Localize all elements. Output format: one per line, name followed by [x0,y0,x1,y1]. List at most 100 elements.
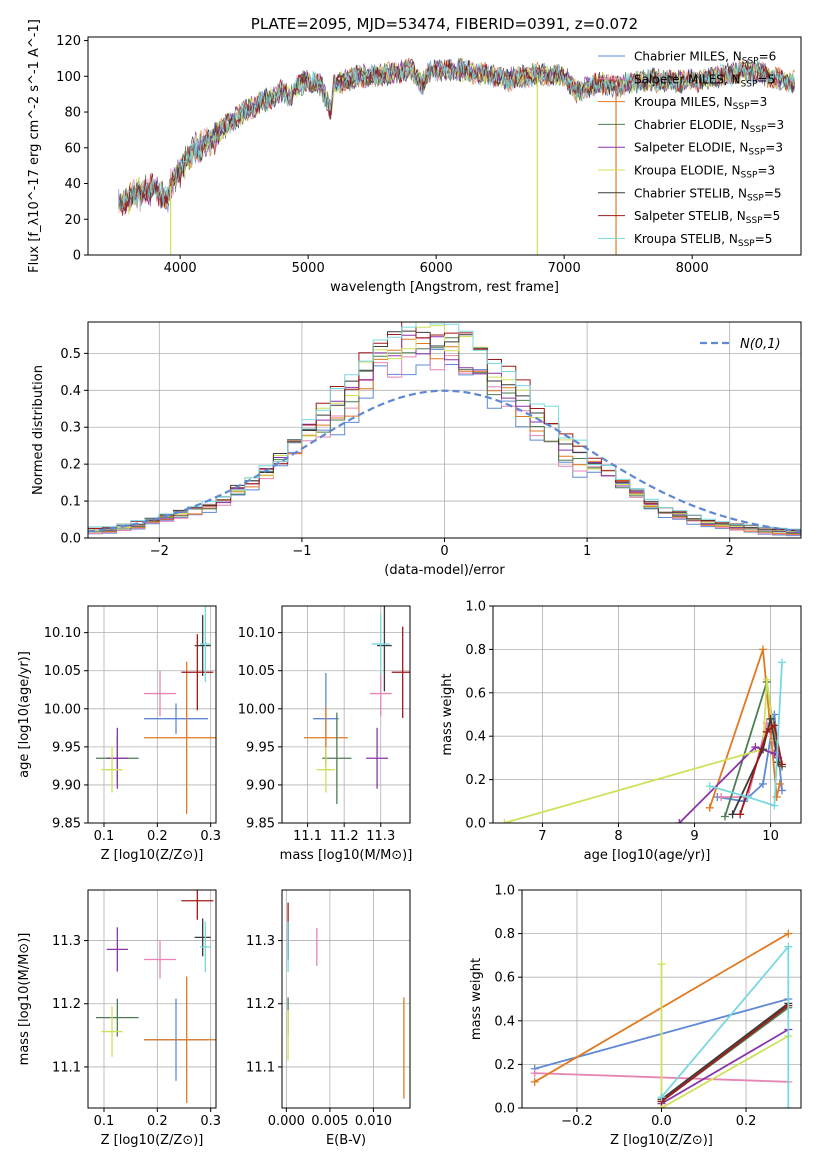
weight-marker [777,658,786,667]
x-tick-label: 0.000 [268,1114,305,1129]
plot-area-residuals [88,322,801,537]
legend-entry: N(0,1) [740,337,781,352]
y-tick-label: 0.0 [60,532,81,547]
y-tick-label: 11.2 [246,997,275,1012]
y-axis-label: Normed distribution [31,365,46,495]
y-tick-label: 9.85 [52,817,81,832]
y-tick-label: 0.8 [465,643,486,658]
weight-marker [784,929,793,938]
weight-marker [705,803,714,812]
y-axis-label: Flux [f_λ10^-17 erg cm^-2 s^-1 A^-1] [27,19,42,273]
weight-marker [777,760,786,769]
x-tick-label: −2 [150,544,169,559]
x-axis-label: age [log10(age/yr)] [584,848,711,863]
y-tick-label: 0.6 [465,686,486,701]
x-axis-label: Z [log10(Z/Z⊙)] [101,1133,204,1148]
weight-marker [530,1069,539,1078]
weight-line [661,1028,789,1105]
weight-marker [657,1093,666,1102]
histogram-step [88,322,801,530]
weight-line [709,662,783,807]
x-tick-label: 7 [538,829,546,844]
y-tick-label: 11.3 [52,934,81,949]
y-tick-label: 0.2 [465,773,486,788]
x-tick-label: 9 [690,829,698,844]
errorbar-point [96,998,139,1037]
legend-entry: Chabrier STELIB, NSSP=5 [634,186,782,203]
panel-age-vs-Z: 0.1 0.2 0.3 9.85 9.90 9.95 10.00 10.05 10.10 Z [l… [17,605,221,863]
weight-marker [743,792,752,801]
y-tick-label: 10.10 [44,626,81,641]
legend-entry: Chabrier ELODIE, NSSP=3 [634,118,784,135]
weight-marker [784,942,793,951]
y-tick-label: 0.1 [60,495,81,510]
errorbar-point [181,634,214,711]
weight-marker [720,812,729,821]
errorbar-point [200,921,211,973]
x-tick-label: 5000 [292,261,325,276]
y-tick-label: 10.05 [238,664,275,679]
panel-age-vs-mass: 11.1 11.2 11.3 9.85 9.90 9.95 10.00 10.05 10.10 m… [238,605,413,863]
weight-line [660,964,789,1108]
legend-entry: Kroupa MILES, NSSP=3 [634,95,767,112]
errorbar-point [101,746,123,793]
legend-entry: Kroupa ELODIE, NSSP=3 [634,164,775,181]
x-tick-label: 10 [762,829,779,844]
legend-entry: Salpeter STELIB, NSSP=5 [634,209,780,226]
errorbar-point [366,727,389,789]
y-tick-label: 100 [56,70,81,85]
errorbar-point [322,712,352,804]
x-tick-label: 0.005 [311,1114,348,1129]
x-axis-label: mass [log10(M/M⊙)] [280,848,413,863]
x-tick-label: 2 [726,544,734,559]
errorbar-point [377,606,392,692]
weight-line [504,679,776,823]
y-tick-label: 10.00 [238,702,275,717]
y-tick-label: 0.0 [465,817,486,832]
x-tick-label: 0.0 [651,1114,672,1129]
y-tick-label: 60 [64,141,81,156]
y-tick-label: 9.95 [246,740,275,755]
errorbar-point [144,976,216,1103]
weight-marker [751,743,760,752]
errorbar-point [144,940,176,979]
weight-line [660,1002,789,1101]
y-tick-label: 1.0 [494,884,515,899]
weight-marker [728,810,737,819]
weight-marker [500,819,509,823]
panel-residuals: −2 −1 0 1 2 0.0 0.1 0.2 0.3 0.4 0.5 (data-model)/er… [31,321,802,578]
y-tick-label: 0.4 [465,730,486,745]
y-tick-label: 120 [56,34,81,49]
plot-area-spectrum [118,57,795,255]
x-tick-label: 8000 [676,261,709,276]
y-tick-label: 11.1 [246,1060,275,1075]
x-axis-label: Z [log10(Z/Z⊙)] [610,1133,713,1148]
y-axis-label: mass [log10(M/M⊙)] [17,933,32,1066]
plot-area-mass-vs-ebv [287,902,405,1099]
errorbar-point [369,670,392,717]
x-tick-label: −1 [292,544,311,559]
errorbar-point [144,670,176,717]
x-tick-label: 0.3 [200,1114,221,1129]
plot-area-age-vs-Z [96,606,216,814]
y-tick-label: 9.85 [246,817,275,832]
errorbar-point [194,918,211,957]
axes-frame [87,889,217,1109]
x-tick-label: 1 [583,544,591,559]
legend-entry: Kroupa STELIB, NSSP=5 [634,232,772,249]
weight-marker [705,782,714,791]
x-tick-label: 11.2 [330,829,359,844]
y-tick-label: 0.8 [494,927,515,942]
x-tick-label: 0 [440,544,448,559]
x-tick-label: 11.1 [293,829,322,844]
y-tick-label: 0.4 [60,384,81,399]
weight-marker [770,721,779,730]
y-axis-label: mass weight [440,673,455,755]
weight-marker [717,792,726,801]
weight-marker [736,810,745,819]
x-tick-label: 0.3 [200,829,221,844]
x-tick-label: 0.010 [355,1114,392,1129]
errorbar-point [316,746,336,793]
y-tick-label: 0 [73,249,81,264]
plot-area-mass-vs-Z [96,890,216,1103]
